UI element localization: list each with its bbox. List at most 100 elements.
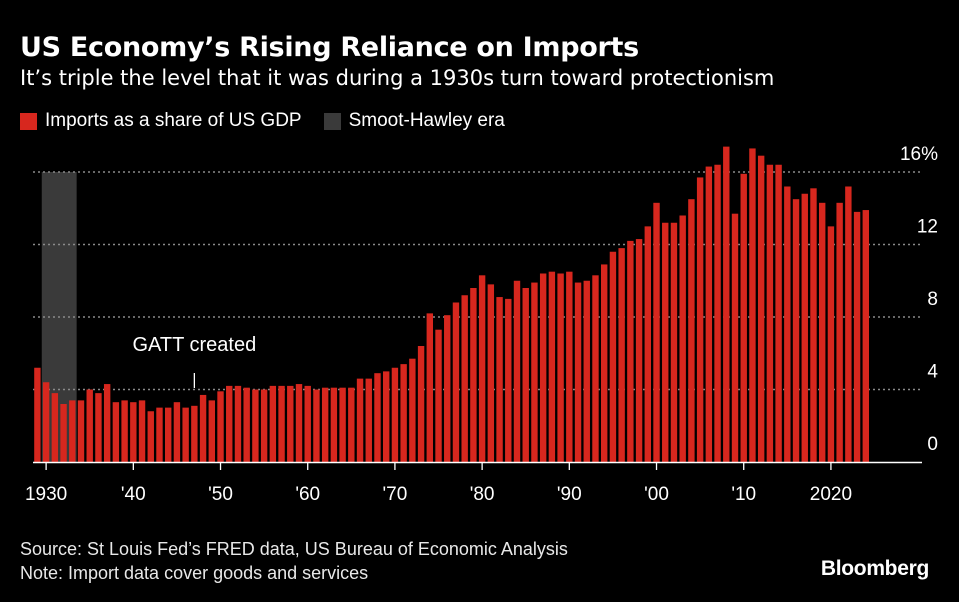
- bar-1994: [601, 264, 608, 462]
- bar-1935: [86, 389, 93, 462]
- data-note: Note: Import data cover goods and servic…: [20, 563, 369, 583]
- bar-1938: [112, 402, 120, 462]
- legend-swatch-smoot-hawley: [323, 112, 341, 130]
- bar-1971: [400, 364, 407, 462]
- bar-2013: [766, 164, 774, 462]
- x-tick-label-2010: '10: [731, 484, 756, 505]
- bar-1960: [304, 385, 311, 462]
- bar-1984: [513, 280, 521, 462]
- bar-1953: [243, 387, 250, 462]
- bar-2017: [801, 193, 808, 462]
- bar-1949: [208, 400, 215, 462]
- bar-1992: [583, 280, 590, 462]
- bar-2010: [740, 173, 747, 462]
- x-tick-label-1960: '60: [295, 484, 320, 505]
- bar-1976: [444, 315, 451, 462]
- bar-1933: [69, 400, 76, 462]
- bar-2003: [679, 215, 686, 462]
- bar-1969: [383, 371, 390, 462]
- bar-1930: [42, 382, 50, 462]
- bar-1974: [426, 313, 433, 462]
- x-tick-label-1930: 1930: [25, 484, 67, 505]
- y-tick-label-4: 4: [927, 362, 938, 383]
- y-tick-label-16: 16%: [900, 144, 938, 165]
- bar-1950: [217, 391, 224, 462]
- legend-label-smoot-hawley: Smoot-Hawley era: [348, 110, 505, 131]
- bar-1954: [252, 389, 259, 462]
- bar-1983: [505, 298, 512, 462]
- legend-item-smoot-hawley: Smoot-Hawley era: [323, 110, 505, 132]
- y-tick-label-0: 0: [927, 434, 938, 455]
- bar-1945: [173, 402, 181, 462]
- bar-1987: [539, 273, 547, 462]
- bar-2009: [731, 213, 739, 462]
- bar-1975: [435, 329, 442, 462]
- bar-2005: [696, 177, 704, 462]
- bar-1965: [348, 387, 355, 462]
- bar-1968: [374, 373, 381, 462]
- x-tick-label-2020: 2020: [810, 484, 852, 505]
- x-tick-label-1970: '70: [383, 484, 408, 505]
- bar-1995: [609, 251, 617, 462]
- bar-2007: [714, 164, 721, 462]
- bar-1932: [60, 404, 67, 462]
- bar-2002: [670, 222, 678, 462]
- bar-1985: [522, 288, 529, 462]
- bar-1996: [618, 248, 625, 462]
- chart-subtitle: It’s triple the level that it was during…: [20, 66, 775, 90]
- bar-1999: [644, 226, 651, 462]
- bar-2015: [784, 186, 791, 462]
- bar-1977: [452, 302, 460, 462]
- bar-1936: [95, 393, 102, 462]
- annotation-gatt-label: GATT created: [132, 334, 256, 356]
- bar-1972: [409, 358, 416, 462]
- bar-1944: [165, 407, 172, 462]
- bar-1982: [496, 297, 503, 462]
- bar-2008: [723, 146, 730, 462]
- bar-1981: [487, 284, 495, 462]
- bar-2006: [705, 166, 713, 462]
- bar-1959: [295, 384, 303, 462]
- bar-1957: [278, 385, 285, 462]
- bar-1940: [130, 402, 137, 462]
- bar-1990: [566, 271, 573, 462]
- legend-label-imports: Imports as a share of US GDP: [45, 110, 302, 131]
- bar-1947: [191, 405, 198, 462]
- bar-1952: [234, 385, 242, 462]
- bar-1989: [557, 273, 564, 462]
- bar-1943: [156, 407, 163, 462]
- bar-1955: [260, 389, 268, 462]
- bar-1967: [365, 378, 372, 462]
- bar-1956: [269, 385, 277, 462]
- bar-1998: [635, 239, 643, 462]
- bar-2004: [688, 199, 695, 462]
- bar-1962: [321, 387, 329, 462]
- bar-1946: [182, 407, 189, 462]
- bar-2001: [662, 222, 669, 462]
- bar-1980: [478, 275, 486, 462]
- bar-1973: [417, 346, 425, 462]
- x-tick-label-1940: '40: [121, 484, 146, 505]
- x-tick-label-2000: '00: [644, 484, 669, 505]
- bar-1958: [287, 385, 294, 462]
- bar-1942: [147, 411, 154, 462]
- bar-2016: [792, 199, 800, 462]
- bar-1970: [391, 367, 399, 462]
- bar-2022: [845, 186, 852, 462]
- bar-1939: [121, 400, 128, 462]
- bar-2018: [810, 188, 817, 462]
- bar-1941: [138, 400, 146, 462]
- bar-1934: [77, 400, 85, 462]
- bar-2024: [862, 210, 869, 462]
- bar-1978: [461, 295, 468, 462]
- bar-1961: [313, 389, 320, 462]
- x-tick-label-1950: '50: [208, 484, 233, 505]
- bar-1986: [531, 282, 538, 462]
- bar-2000: [653, 202, 660, 462]
- bar-1929: [34, 367, 41, 462]
- bar-2014: [775, 164, 782, 462]
- legend-swatch-imports: [20, 112, 37, 130]
- bar-1951: [226, 385, 233, 462]
- bar-2012: [757, 155, 765, 462]
